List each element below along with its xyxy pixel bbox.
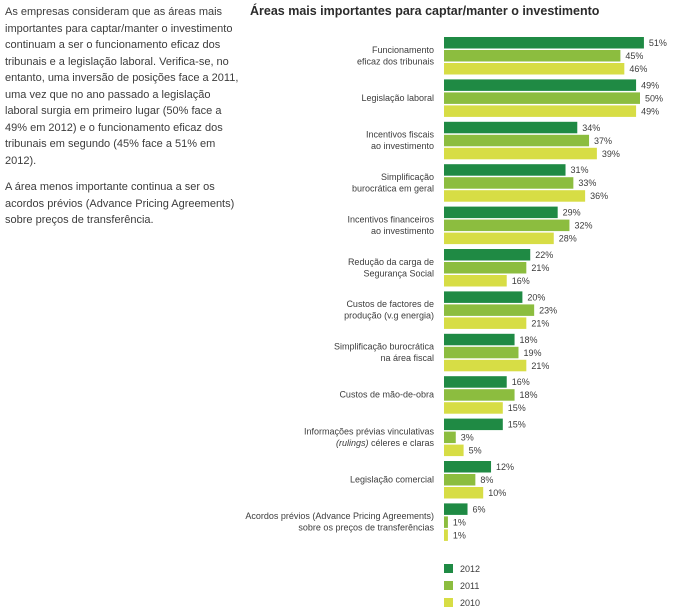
- bar-2011: [444, 177, 574, 189]
- value-label: 1%: [453, 530, 466, 540]
- value-label: 10%: [488, 488, 506, 498]
- value-label: 3%: [461, 433, 474, 443]
- bar-2010: [444, 105, 637, 117]
- bar-2010: [444, 63, 625, 75]
- bar-2012: [444, 418, 503, 431]
- value-label: 49%: [641, 106, 659, 116]
- value-label: 31%: [571, 165, 589, 175]
- bar-2010: [444, 317, 527, 329]
- bar-2011: [444, 219, 570, 232]
- bar-2010: [444, 275, 507, 287]
- category-label: Acordos prévios (Advance Pricing Agreeme…: [245, 511, 434, 533]
- value-label: 36%: [590, 191, 608, 201]
- category-label: Incentivos fiscais ao investimento: [366, 130, 435, 152]
- value-label: 12%: [496, 462, 514, 472]
- value-label: 19%: [523, 348, 541, 358]
- bar-2010: [444, 190, 586, 202]
- legend-label: 2010: [460, 598, 480, 608]
- value-label: 28%: [559, 234, 577, 244]
- value-label: 18%: [520, 390, 538, 400]
- bar-2011: [444, 346, 519, 359]
- bar-2010: [444, 529, 448, 541]
- value-label: 34%: [582, 123, 600, 133]
- bar-2010: [444, 359, 527, 372]
- bar-2011: [444, 474, 476, 486]
- value-label: 15%: [508, 420, 526, 430]
- chart-title: Áreas mais importantes para captar/mante…: [250, 4, 600, 18]
- value-label: 22%: [535, 250, 553, 260]
- category-label: Custos de mão-de-obra: [339, 390, 434, 400]
- value-label: 16%: [512, 276, 530, 286]
- value-label: 21%: [531, 318, 549, 328]
- bar-2011: [444, 262, 527, 274]
- category-label: Simplificação burocrática em geral: [352, 172, 434, 194]
- category-label: Redução da carga de Segurança Social: [348, 257, 434, 279]
- value-label: 21%: [531, 263, 549, 273]
- category-label: Informações prévias vinculativas (rulings…: [304, 426, 435, 448]
- bar-2012: [444, 121, 578, 134]
- category-label: Incentivos financeiros ao investimento: [347, 214, 434, 236]
- bar-2011: [444, 389, 515, 401]
- value-label: 5%: [469, 446, 482, 456]
- bar-2012: [444, 37, 644, 49]
- category-label: Simplificação burocrática na área fiscal: [334, 342, 434, 364]
- bar-2010: [444, 444, 464, 457]
- value-label: 15%: [508, 403, 526, 413]
- value-label: 39%: [602, 149, 620, 159]
- value-label: 50%: [645, 93, 663, 103]
- category-label: Legislação comercial: [350, 475, 434, 485]
- bar-2012: [444, 206, 558, 219]
- value-label: 1%: [453, 517, 466, 527]
- value-label: 45%: [625, 51, 643, 61]
- value-label: 29%: [563, 208, 581, 218]
- value-label: 6%: [473, 504, 486, 514]
- bar-2012: [444, 376, 507, 388]
- value-label: 51%: [649, 38, 667, 48]
- legend-label: 2012: [460, 564, 480, 574]
- bar-2010: [444, 147, 597, 160]
- category-label: Legislação laboral: [361, 93, 434, 103]
- value-label: 37%: [594, 136, 612, 146]
- bar-2011: [444, 304, 535, 316]
- value-label: 18%: [520, 335, 538, 345]
- value-label: 49%: [641, 80, 659, 90]
- intro-paragraph-2: A área menos importante continua a ser o…: [5, 181, 235, 226]
- bar-2012: [444, 333, 515, 346]
- bar-2010: [444, 402, 503, 414]
- value-label: 21%: [531, 361, 549, 371]
- bar-2010: [444, 232, 554, 245]
- value-label: 32%: [574, 221, 592, 231]
- bar-2011: [444, 516, 448, 528]
- value-label: 8%: [480, 475, 493, 485]
- value-label: 16%: [512, 377, 530, 387]
- bar-2011: [444, 50, 621, 62]
- legend-swatch-2010: [444, 598, 453, 607]
- bar-2011: [444, 134, 590, 147]
- bar-2012: [444, 291, 523, 303]
- value-label: 46%: [629, 64, 647, 74]
- bar-2012: [444, 461, 492, 473]
- value-label: 23%: [539, 305, 557, 315]
- category-label: Custos de factores de produção (v.g energ…: [344, 299, 434, 321]
- legend-swatch-2012: [444, 564, 453, 573]
- legend-swatch-2011: [444, 581, 453, 590]
- intro-paragraph-1: As empresas consideram que as áreas mais…: [5, 6, 239, 167]
- bar-2012: [444, 164, 566, 176]
- bar-2012: [444, 249, 531, 261]
- legend-label: 2011: [460, 581, 479, 591]
- bar-2011: [444, 431, 456, 444]
- bar-2012: [444, 503, 468, 515]
- bar-2010: [444, 487, 484, 499]
- intro-text: As empresas consideram que as áreas mais…: [5, 4, 245, 239]
- category-label: Funcionamento eficaz dos tribunais: [357, 45, 435, 67]
- value-label: 20%: [527, 292, 545, 302]
- value-label: 33%: [578, 178, 596, 188]
- bar-2012: [444, 79, 637, 91]
- bar-2011: [444, 92, 640, 104]
